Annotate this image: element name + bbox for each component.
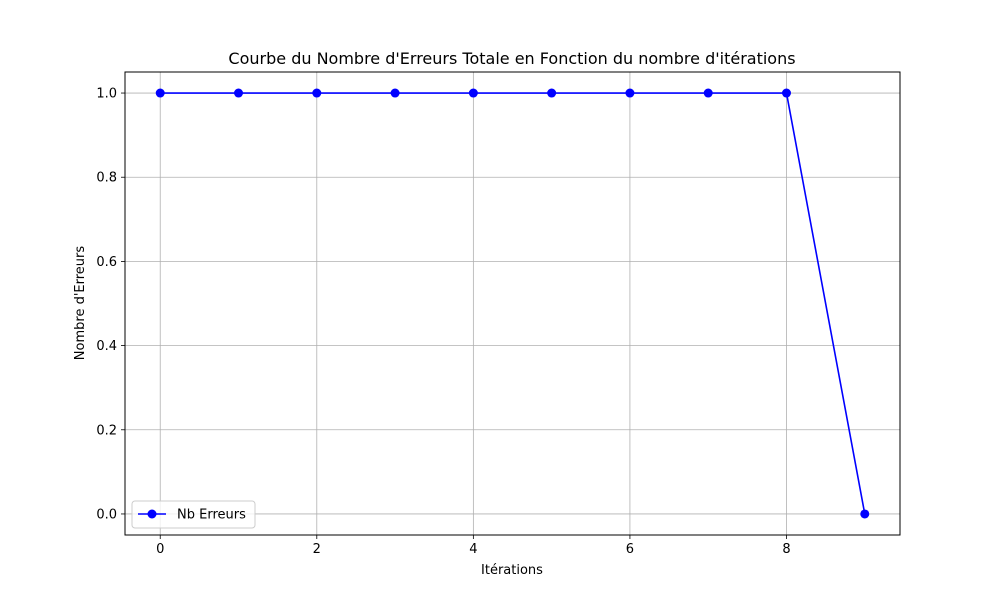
data-point (703, 88, 713, 98)
x-tick-label: 2 (313, 542, 321, 557)
series-layer (155, 88, 870, 519)
y-tick-label: 0.4 (96, 339, 117, 354)
x-tick-label: 6 (626, 542, 634, 557)
data-point (468, 88, 478, 98)
data-point (781, 88, 791, 98)
data-point (547, 88, 557, 98)
legend-box (131, 500, 256, 529)
x-tick-label: 8 (782, 542, 790, 557)
legend-marker-swatch (147, 509, 157, 519)
x-axis-label: Itérations (481, 563, 543, 578)
data-point (860, 509, 870, 519)
data-point (234, 88, 244, 98)
data-point (390, 88, 400, 98)
legend-label-nb-erreurs: Nb Erreurs (177, 508, 246, 523)
x-tick-label: 0 (156, 542, 164, 557)
y-axis-label: Nombre d'Erreurs (73, 246, 88, 361)
data-point (155, 88, 165, 98)
y-tick-label: 1.0 (96, 87, 117, 102)
data-point (312, 88, 322, 98)
series-line-nb-erreurs (160, 92, 866, 515)
plot-frame (124, 71, 901, 536)
data-point (625, 88, 635, 98)
legend: Nb Erreurs (131, 500, 256, 529)
y-tick-label: 0.2 (96, 423, 117, 438)
y-tick-label: 0.8 (96, 171, 117, 186)
chart-title: Courbe du Nombre d'Erreurs Totale en Fon… (228, 49, 795, 68)
axis-ticks: 0 2 4 6 8 0.0 0.2 0.4 0.6 0.8 1.0 (96, 87, 790, 557)
x-tick-label: 4 (469, 542, 477, 557)
y-tick-label: 0.0 (96, 507, 117, 522)
y-tick-label: 0.6 (96, 255, 117, 270)
